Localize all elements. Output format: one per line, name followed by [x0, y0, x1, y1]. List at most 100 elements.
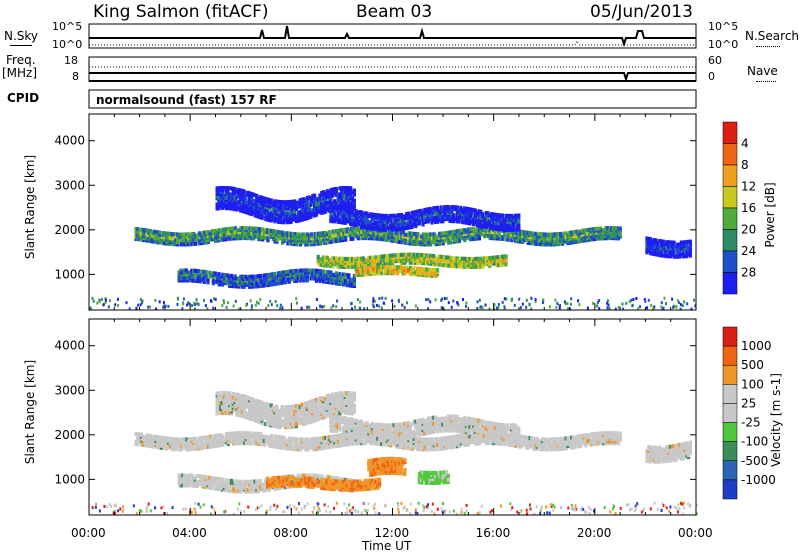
- range-cell: [421, 267, 425, 272]
- range-cell: [172, 447, 176, 452]
- range-cell: [233, 195, 237, 200]
- ground-scatter-cell: [116, 297, 119, 301]
- cpid-value: normalsound (fast) 157 RF: [96, 93, 277, 107]
- range-cell: [468, 207, 472, 212]
- range-cell: [365, 439, 369, 444]
- range-cell: [358, 439, 362, 444]
- range-cell: [304, 236, 308, 241]
- ground-scatter-cell: [671, 297, 674, 301]
- range-cell: [607, 232, 611, 237]
- ground-scatter-cell: [321, 305, 324, 309]
- range-cell: [226, 188, 230, 193]
- range-cell: [539, 443, 543, 448]
- range-cell: [443, 211, 447, 216]
- range-cell: [506, 442, 510, 447]
- range-cell: [279, 234, 283, 239]
- range-cell: [376, 441, 380, 446]
- range-cell: [468, 237, 472, 242]
- range-cell: [372, 218, 376, 223]
- range-cell: [484, 211, 488, 215]
- range-cell: [224, 440, 229, 445]
- ground-scatter-cell: [663, 296, 666, 300]
- range-cell: [500, 256, 505, 261]
- range-cell: [441, 207, 445, 212]
- range-cell: [392, 233, 397, 237]
- range-cell: [294, 201, 299, 205]
- range-cell: [239, 228, 243, 233]
- range-cell: [329, 233, 333, 238]
- ground-scatter-cell: [182, 302, 184, 306]
- range-cell: [300, 445, 304, 450]
- ground-scatter-cell: [644, 299, 647, 303]
- range-cell: [344, 231, 348, 236]
- range-cell: [179, 268, 183, 273]
- range-cell: [463, 256, 467, 261]
- range-cell: [398, 229, 402, 234]
- range-cell: [354, 228, 359, 233]
- range-cell: [273, 199, 277, 204]
- range-cell: [414, 222, 418, 227]
- ground-scatter-cell: [225, 305, 228, 309]
- range-cell: [439, 440, 443, 445]
- ground-scatter-cell: [98, 300, 101, 304]
- range-cell: [354, 234, 359, 239]
- range-cell: [392, 257, 396, 262]
- range-cell: [450, 217, 454, 222]
- range-cell: [323, 277, 328, 282]
- range-cell: [343, 278, 347, 283]
- range-cell: [459, 228, 463, 233]
- range-cell: [474, 228, 478, 233]
- ground-scatter-cell: [606, 306, 609, 310]
- range-cell: [457, 437, 462, 442]
- range-cell: [194, 440, 198, 445]
- range-cell: [466, 227, 471, 232]
- range-cell: [192, 268, 196, 273]
- range-cell: [335, 442, 339, 446]
- range-cell: [401, 267, 405, 272]
- ground-scatter-cell: [621, 302, 624, 306]
- range-cell: [687, 239, 691, 244]
- range-cell: [255, 214, 259, 218]
- range-cell: [364, 234, 368, 239]
- range-cell: [320, 275, 324, 280]
- ground-scatter-cell: [315, 297, 318, 301]
- range-cell: [285, 200, 290, 205]
- range-cell: [304, 210, 308, 215]
- range-cell: [408, 272, 412, 276]
- range-cell: [186, 232, 191, 237]
- range-cell: [544, 232, 548, 237]
- range-cell: [396, 213, 400, 218]
- range-cell: [367, 232, 371, 237]
- range-cell: [269, 210, 273, 215]
- ground-scatter-cell: [534, 300, 537, 304]
- range-cell: [228, 435, 232, 440]
- range-cell: [492, 234, 496, 239]
- range-cell: [255, 226, 259, 231]
- range-cell: [358, 256, 362, 261]
- range-cell: [329, 192, 333, 197]
- range-cell: [358, 437, 362, 442]
- ground-scatter-cell: [163, 304, 166, 308]
- range-cell: [267, 214, 271, 219]
- range-cell: [318, 231, 322, 236]
- range-cell: [362, 441, 366, 446]
- range-cell: [405, 233, 409, 237]
- range-cell: [374, 213, 378, 218]
- range-cell: [522, 230, 527, 235]
- range-cell: [203, 232, 207, 237]
- range-cell: [199, 436, 203, 441]
- range-cell: [222, 202, 226, 206]
- range-cell: [298, 268, 302, 273]
- range-cell: [217, 202, 221, 207]
- range-cell: [197, 239, 201, 244]
- range-cell: [391, 439, 395, 444]
- range-cell: [430, 236, 434, 241]
- range-cell: [399, 212, 403, 217]
- range-cell: [506, 213, 510, 218]
- range-cell: [354, 209, 358, 214]
- range-cell: [289, 203, 293, 208]
- range-cell: [681, 240, 685, 245]
- range-cell: [390, 221, 394, 226]
- ground-scatter-cell: [450, 305, 453, 309]
- range-cell: [331, 438, 335, 443]
